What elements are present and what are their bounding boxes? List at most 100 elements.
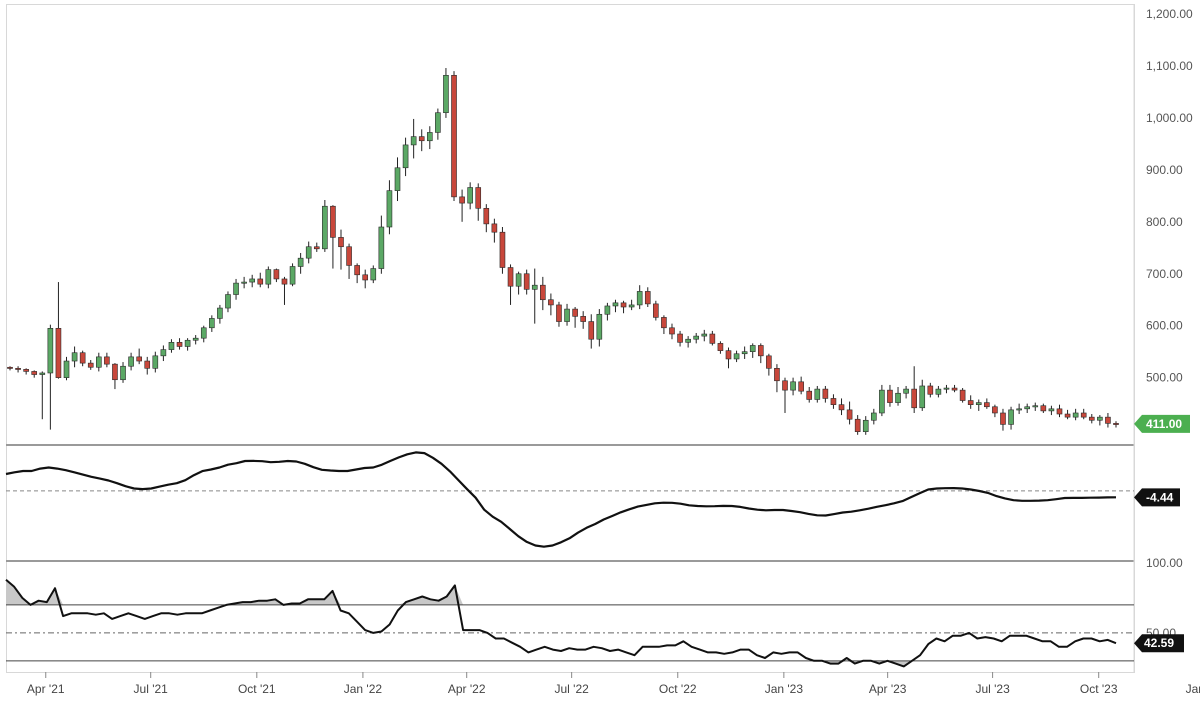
rsi-value-label: 42.59 [1144, 636, 1174, 650]
rsi-line [5, 579, 1117, 668]
price-tick-label: 800.00 [1146, 215, 1183, 229]
x-tick-label: Jan '23 [765, 682, 804, 696]
oscillator-line [5, 451, 1117, 548]
candle-body-down [830, 398, 837, 405]
candle-body-down [782, 380, 788, 391]
candle-body-down [992, 406, 998, 414]
candle-body-down [354, 265, 360, 276]
candle-body-up [435, 112, 441, 133]
candle-body-down [653, 303, 659, 318]
price-tick-label: 900.00 [1146, 163, 1183, 177]
candle [87, 359, 94, 370]
candle-body-down [362, 274, 369, 281]
candle [814, 385, 821, 403]
candle [943, 384, 950, 394]
candle [677, 330, 683, 347]
x-tick-label: Oct '21 [238, 682, 276, 696]
candle [806, 387, 813, 403]
candle-body-down [55, 328, 62, 378]
candle-body-down [774, 368, 780, 382]
candle-body-up [443, 75, 449, 114]
candle-body-down [1113, 423, 1119, 425]
candle-body-up [741, 351, 748, 355]
last-price-label: 411.00 [1146, 417, 1182, 431]
candle-body-up [685, 338, 691, 343]
candle-body-up [693, 335, 700, 340]
candle-body-down [556, 304, 562, 322]
candle-body-up [943, 387, 950, 390]
candle-body-down [548, 299, 554, 306]
x-tick-label: Jul '21 [134, 682, 169, 696]
candle-body-down [757, 345, 764, 357]
candle-body-down [572, 308, 578, 317]
candle [265, 266, 272, 289]
candle [951, 384, 958, 393]
candle-body-up [604, 305, 611, 315]
candle [120, 362, 126, 383]
candle-body-up [903, 388, 909, 394]
candle [927, 382, 934, 398]
candle-body-down [31, 371, 38, 375]
candle [669, 323, 675, 340]
candle [911, 366, 917, 413]
x-tick-label: Apr '21 [27, 682, 65, 696]
candle [289, 263, 296, 287]
candle-body-up [515, 273, 522, 287]
candle-body-up [733, 353, 740, 360]
candle [919, 379, 926, 411]
rsi-badge: 42.59 [1134, 634, 1184, 653]
candle [1080, 408, 1087, 420]
chart-frames [6, 4, 1135, 673]
candle [249, 274, 255, 288]
candle [1024, 403, 1030, 413]
candle [104, 352, 110, 368]
candle [112, 363, 118, 390]
candle [741, 346, 748, 359]
price-tick-label: 600.00 [1146, 319, 1183, 333]
candle [1032, 402, 1039, 411]
rsi-tick-label: 100.00 [1146, 556, 1183, 570]
price-tick-label: 500.00 [1146, 371, 1183, 385]
candle [556, 301, 562, 327]
candle [152, 351, 159, 373]
candle [322, 199, 328, 252]
candle-body-down [257, 278, 264, 285]
candle-body-down [459, 196, 465, 204]
rsi-oversold-fill [6, 660, 1116, 667]
candle-body-down [620, 302, 627, 308]
candle-body-up [1016, 408, 1022, 411]
candle [701, 329, 708, 342]
candle-body-down [313, 246, 320, 250]
candle-body-up [975, 402, 982, 405]
candle [871, 408, 877, 425]
candle [531, 268, 538, 324]
candle [838, 398, 845, 416]
price-tick-label: 1,200.00 [1146, 7, 1193, 21]
candle [620, 300, 627, 314]
candle [523, 269, 530, 295]
candle [636, 285, 643, 310]
candle [540, 276, 546, 311]
candle [233, 278, 239, 300]
candle [628, 299, 635, 311]
candle-body-up [378, 226, 385, 269]
candle [217, 304, 223, 324]
candle-body-down [112, 363, 118, 381]
candle-body-up [1008, 409, 1014, 425]
candle-body-up [152, 355, 159, 369]
candle [71, 346, 78, 368]
candle-body-up [790, 381, 796, 391]
candle-body-up [879, 389, 885, 414]
candle [313, 242, 320, 252]
candle-body-down [451, 75, 457, 198]
candle [1000, 408, 1006, 431]
candle-body-up [862, 419, 869, 432]
candle [370, 265, 377, 284]
candle [717, 341, 724, 354]
candle-body-up [297, 257, 304, 267]
candle [491, 218, 498, 243]
candle [184, 338, 191, 351]
candle [31, 370, 38, 378]
